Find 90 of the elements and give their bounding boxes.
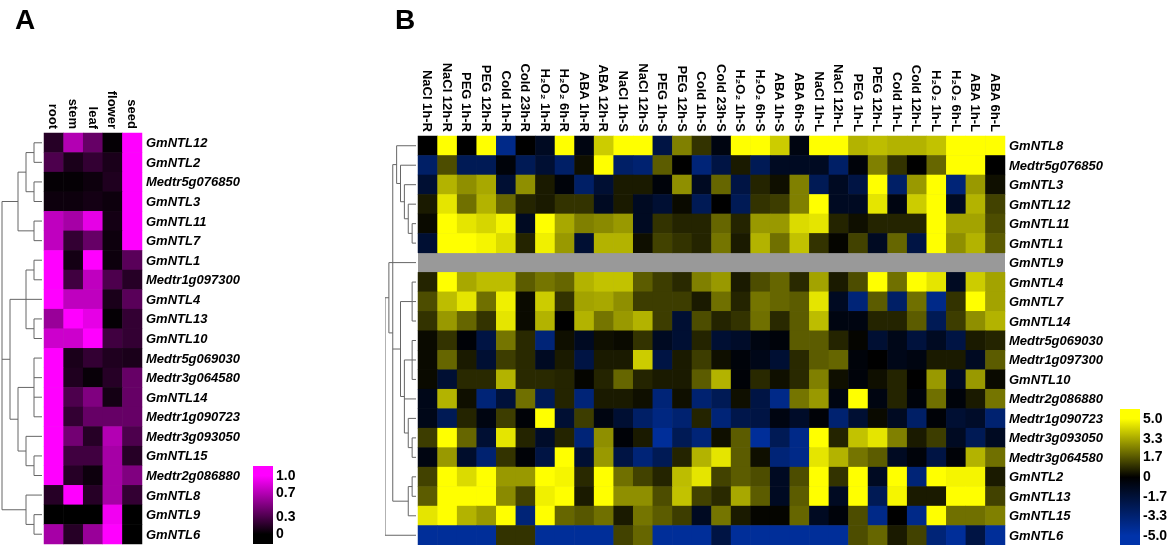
y-tick-label: GmNTL7 [1009, 294, 1064, 310]
y-tick-label: GmNTL1 [1009, 235, 1064, 251]
x-tick-label: H₂O₂ 6h-R [557, 68, 573, 133]
y-tick-label: GmNTL13 [146, 311, 209, 327]
y-tick-label: Medtr2g086880 [146, 468, 241, 483]
x-tick-label: PEG 12h-L [870, 66, 886, 133]
y-tick-label: GmNTL2 [146, 154, 201, 170]
chart-title: B [395, 3, 416, 35]
x-tick-label: NaCl 1h-R [420, 69, 436, 133]
y-tick-label: GmNTL11 [1009, 216, 1070, 232]
y-tick-label: GmNTL14 [1009, 313, 1072, 329]
y-tick-label: GmNTL12 [1009, 196, 1072, 212]
color-bar-label: 1.0 [276, 466, 296, 483]
y-tick-label: Medtr1g090723 [1009, 410, 1104, 426]
y-tick-label: GmNTL15 [1009, 508, 1072, 524]
color-bar-label: -5.0 [1143, 526, 1168, 543]
x-tick-label: H₂O₂ 1h-R [537, 68, 553, 133]
x-tick-label: ABA 12h-R [596, 64, 612, 133]
y-tick-label: GmNTL1 [146, 252, 201, 268]
y-tick-label: Medtr5g076850 [1009, 157, 1104, 173]
x-tick-label: seed [124, 99, 140, 130]
y-tick-label: GmNTL13 [1009, 488, 1072, 504]
y-tick-label: Medtr1g090723 [146, 409, 241, 425]
y-tick-label: GmNTL9 [1009, 255, 1064, 271]
y-tick-label: GmNTL6 [1009, 527, 1064, 543]
y-tick-label: GmNTL8 [1009, 138, 1064, 154]
x-tick-label: NaCl 1h-L [811, 71, 827, 133]
x-tick-label: H₂O₂ 1h-S [733, 69, 749, 133]
x-tick-label: Cold 12h-L [909, 64, 925, 133]
y-tick-label: GmNTL11 [146, 213, 207, 229]
y-tick-label: Medtr3g064580 [1009, 449, 1104, 465]
y-tick-label: Medtr5g069030 [146, 350, 241, 366]
y-tick-label: Medtr3g093050 [146, 428, 241, 444]
x-tick-label: stem [65, 98, 81, 129]
y-tick-label: GmNTL10 [1009, 371, 1072, 387]
color-bar-label: -3.3 [1143, 506, 1168, 523]
x-tick-label: NaCl 12h-R [439, 62, 455, 133]
x-tick-label: root [46, 103, 62, 130]
color-bar-label: -1.7 [1143, 488, 1168, 505]
color-bar-label: 0.7 [276, 484, 296, 501]
x-tick-label: PEG 12h-S [674, 65, 690, 133]
y-tick-label: GmNTL14 [146, 389, 209, 405]
color-bar-label: 3.3 [1143, 429, 1163, 446]
x-tick-label: PEG 1h-L [850, 73, 866, 133]
y-tick-label: Medtr5g076850 [146, 174, 241, 190]
y-tick-label: GmNTL15 [146, 448, 209, 464]
color-bar-label: 1.7 [1143, 448, 1163, 465]
y-tick-label: GmNTL4 [146, 291, 201, 307]
y-tick-label: GmNTL3 [146, 194, 201, 209]
x-tick-label: H₂O₂ 6h-L [948, 69, 964, 133]
x-tick-label: ABA 1h-S [772, 72, 788, 133]
x-tick-label: PEG 12h-R [478, 64, 494, 133]
x-tick-label: ABA 6h-L [987, 73, 1003, 133]
y-tick-label: Medtr2g086880 [1009, 391, 1104, 407]
y-tick-label: GmNTL2 [1009, 469, 1064, 485]
x-tick-label: flower [105, 90, 121, 129]
y-tick-label: GmNTL12 [146, 135, 209, 151]
x-tick-label: H₂O₂ 1h-L [929, 69, 945, 133]
y-tick-label: GmNTL8 [146, 487, 201, 503]
x-tick-label: ABA 1h-L [968, 73, 984, 133]
x-tick-label: ABA 6h-S [792, 72, 808, 133]
x-tick-label: ABA 1h-R [576, 71, 592, 133]
y-tick-label: Medtr1g097300 [1009, 352, 1104, 368]
y-tick-label: GmNTL9 [146, 507, 201, 523]
x-tick-label: PEG 1h-S [655, 72, 671, 133]
y-tick-label: Medtr5g069030 [1009, 333, 1104, 348]
y-tick-label: Medtr1g097300 [146, 272, 241, 288]
x-tick-label: H₂O₂ 6h-S [752, 69, 768, 133]
x-tick-label: Cold 23h-S [713, 64, 729, 133]
y-tick-label: GmNTL7 [146, 233, 201, 249]
x-tick-label: leaf [85, 106, 101, 130]
y-tick-label: GmNTL4 [1009, 274, 1064, 290]
x-tick-label: Cold 23h-R [518, 63, 534, 133]
color-bar-label: 0 [1143, 468, 1151, 485]
x-tick-label: NaCl 12h-L [831, 64, 847, 133]
x-tick-label: Cold 1h-L [889, 72, 905, 133]
chart-title: A [15, 3, 36, 35]
y-tick-label: Medtr3g064580 [146, 370, 241, 386]
y-tick-label: Medtr3g093050 [1009, 430, 1104, 446]
x-tick-label: NaCl 12h-S [635, 63, 651, 133]
y-tick-label: GmNTL3 [1009, 177, 1064, 193]
x-tick-label: PEG 1h-R [459, 72, 475, 133]
x-tick-label: Cold 1h-R [498, 70, 514, 133]
y-tick-label: GmNTL6 [146, 526, 201, 542]
color-bar-label: 0.3 [276, 507, 296, 524]
color-bar-label: 5.0 [1143, 409, 1163, 426]
color-bar-label: 0 [276, 525, 284, 542]
x-tick-label: NaCl 1h-S [615, 70, 631, 133]
x-tick-label: Cold 1h-S [694, 71, 710, 133]
y-tick-label: GmNTL10 [146, 331, 209, 346]
